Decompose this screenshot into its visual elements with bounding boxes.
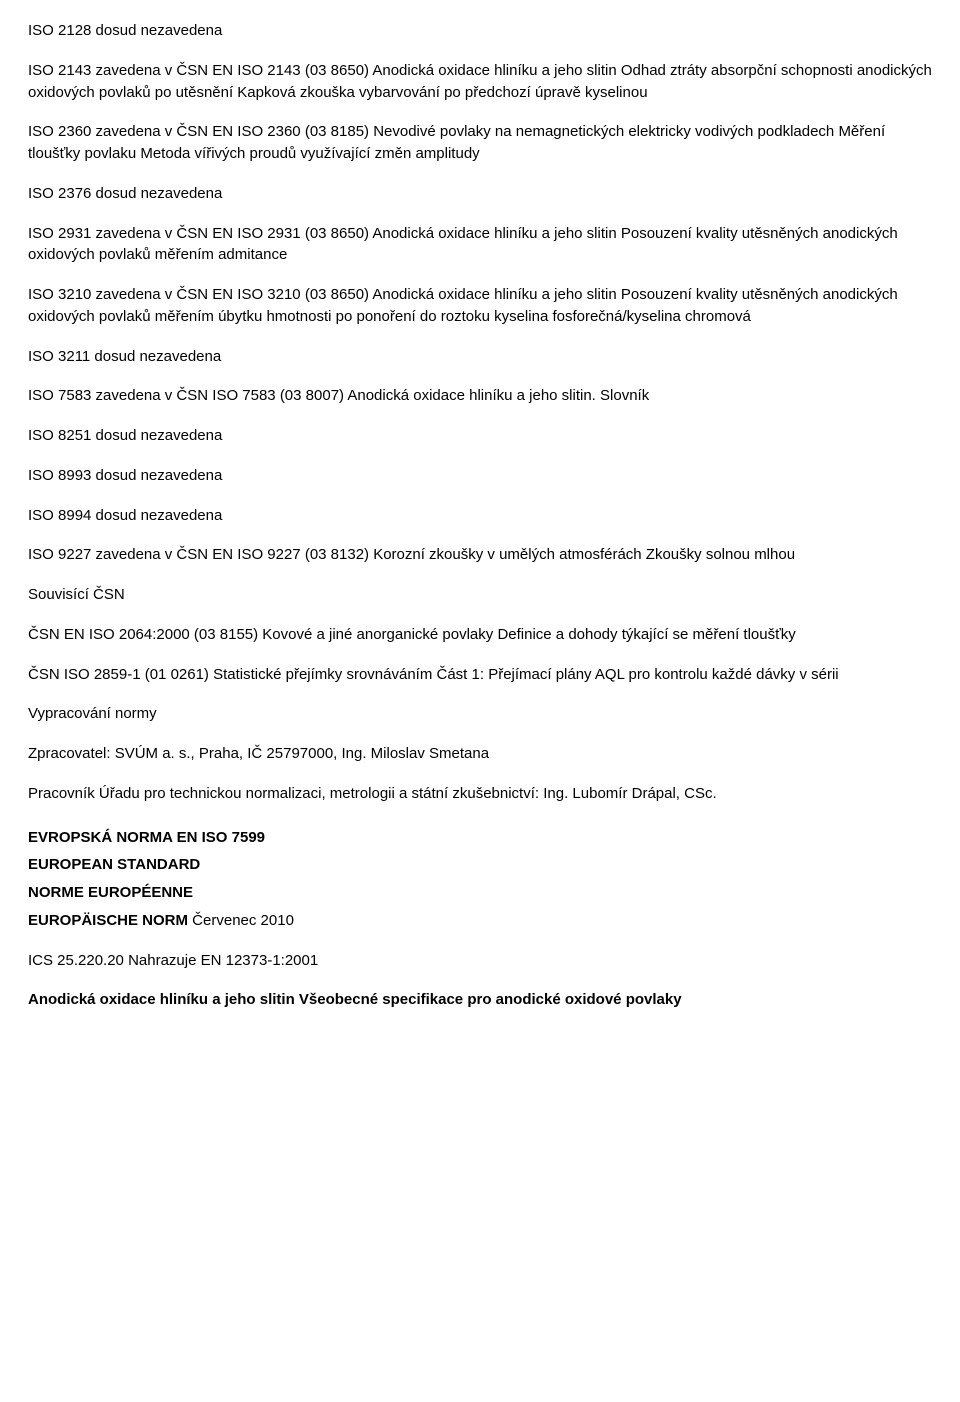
heading-europaische-norm: EUROPÄISCHE NORM Červenec 2010	[28, 910, 932, 932]
paragraph-ics: ICS 25.220.20 Nahrazuje EN 12373-1:2001	[28, 950, 932, 972]
paragraph-pracovnik: Pracovník Úřadu pro technickou normaliza…	[28, 783, 932, 805]
paragraph-iso8993: ISO 8993 dosud nezavedena	[28, 465, 932, 487]
paragraph-iso3210: ISO 3210 zavedena v ČSN EN ISO 3210 (03 …	[28, 284, 932, 328]
heading-anodicka-oxidace: Anodická oxidace hliníku a jeho slitin V…	[28, 989, 932, 1011]
paragraph-iso7583: ISO 7583 zavedena v ČSN ISO 7583 (03 800…	[28, 385, 932, 407]
heading-europaische-norm-bold: EUROPÄISCHE NORM	[28, 912, 188, 929]
heading-vypracovani: Vypracování normy	[28, 703, 932, 725]
paragraph-iso8994: ISO 8994 dosud nezavedena	[28, 505, 932, 527]
paragraph-iso2128: ISO 2128 dosud nezavedena	[28, 20, 932, 42]
heading-europaische-norm-date: Červenec 2010	[188, 912, 294, 929]
heading-evropska-norma: EVROPSKÁ NORMA EN ISO 7599	[28, 827, 932, 849]
paragraph-csn2859: ČSN ISO 2859-1 (01 0261) Statistické pře…	[28, 664, 932, 686]
paragraph-zpracovatel: Zpracovatel: SVÚM a. s., Praha, IČ 25797…	[28, 743, 932, 765]
heading-norme-europeenne: NORME EUROPÉENNE	[28, 882, 932, 904]
paragraph-iso8251: ISO 8251 dosud nezavedena	[28, 425, 932, 447]
paragraph-iso2931: ISO 2931 zavedena v ČSN EN ISO 2931 (03 …	[28, 223, 932, 267]
paragraph-csn2064: ČSN EN ISO 2064:2000 (03 8155) Kovové a …	[28, 624, 932, 646]
heading-souvisici: Souvisící ČSN	[28, 584, 932, 606]
paragraph-iso9227: ISO 9227 zavedena v ČSN EN ISO 9227 (03 …	[28, 544, 932, 566]
paragraph-iso2376: ISO 2376 dosud nezavedena	[28, 183, 932, 205]
heading-european-standard: EUROPEAN STANDARD	[28, 854, 932, 876]
paragraph-iso3211: ISO 3211 dosud nezavedena	[28, 346, 932, 368]
paragraph-iso2360: ISO 2360 zavedena v ČSN EN ISO 2360 (03 …	[28, 121, 932, 165]
paragraph-iso2143: ISO 2143 zavedena v ČSN EN ISO 2143 (03 …	[28, 60, 932, 104]
